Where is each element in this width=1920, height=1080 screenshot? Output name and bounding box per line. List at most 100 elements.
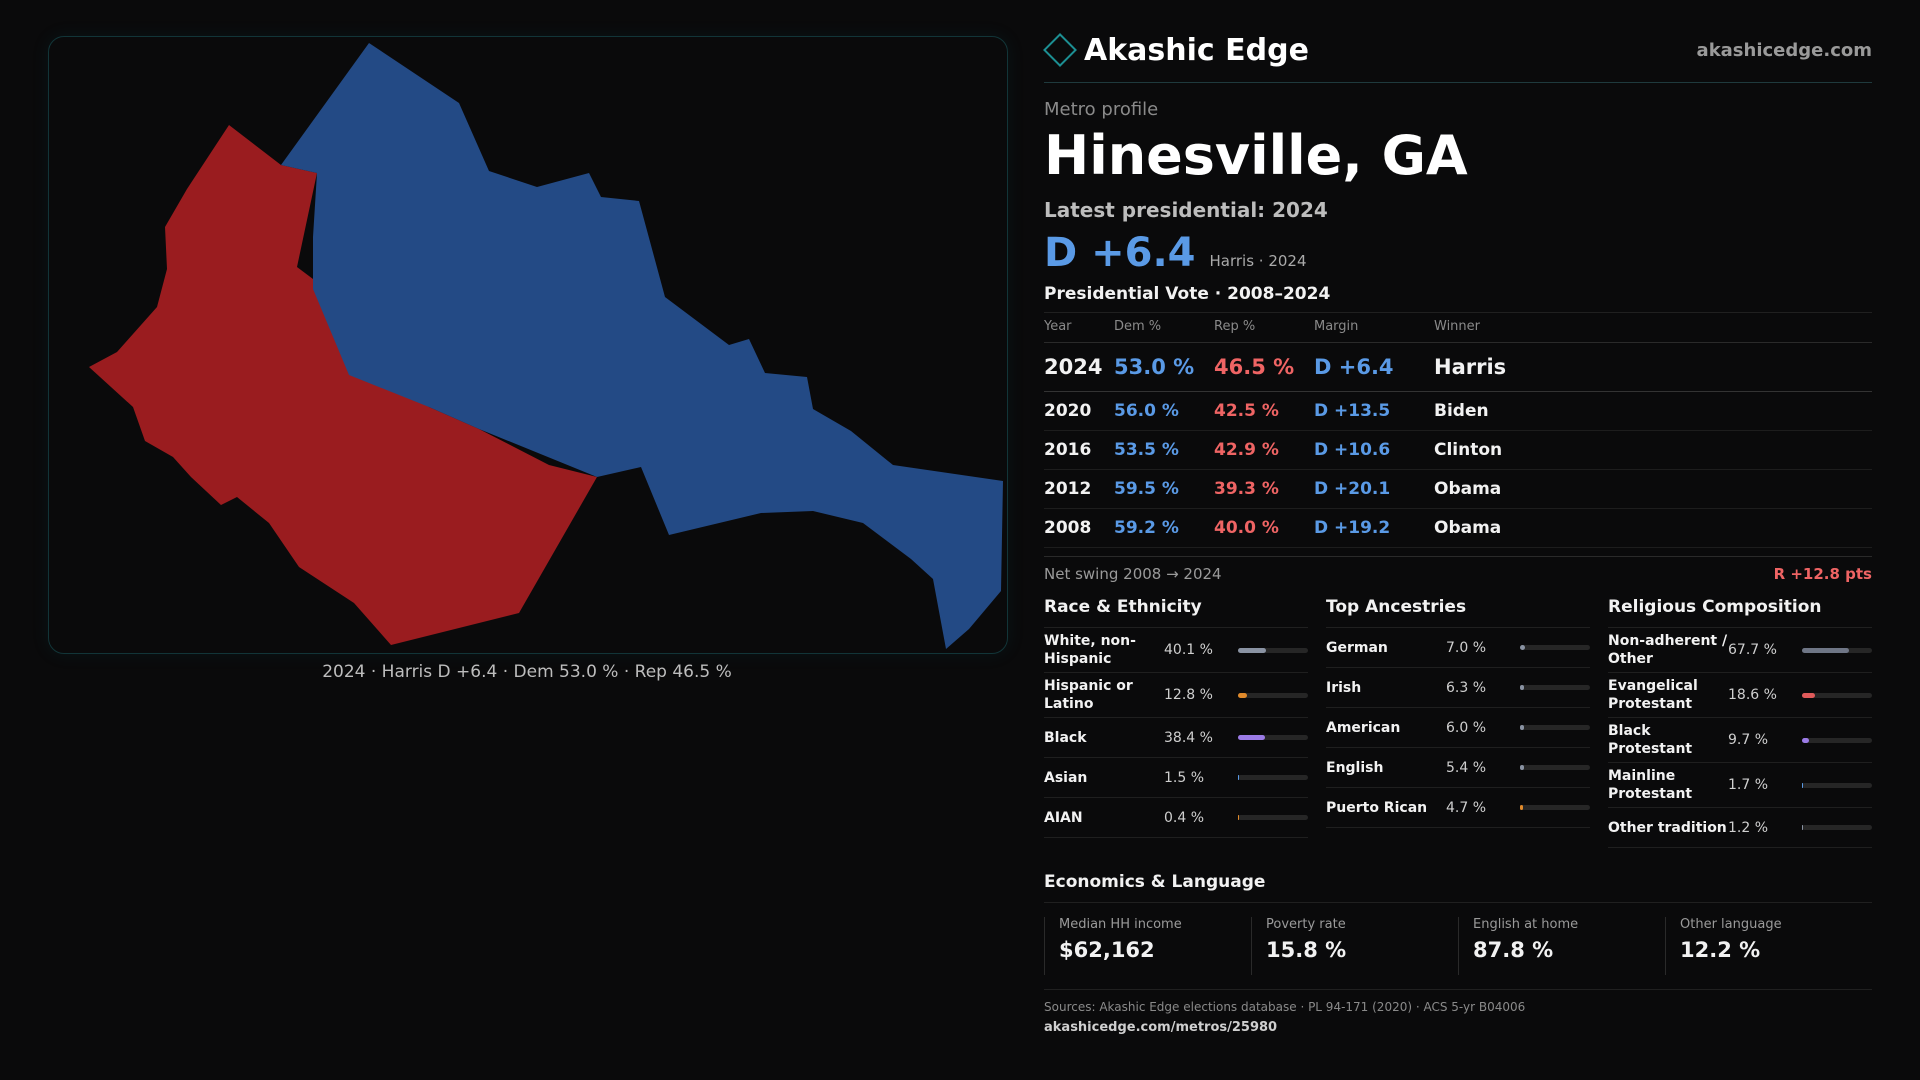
kicker: Metro profile bbox=[1044, 99, 1159, 120]
item-value: 7.0 % bbox=[1446, 639, 1487, 656]
diamond-logo-icon bbox=[1043, 33, 1077, 67]
item-label: English bbox=[1326, 759, 1384, 776]
table-header-row: Year Dem % Rep % Margin Winner bbox=[1044, 313, 1872, 343]
econ-value: 15.8 % bbox=[1266, 938, 1347, 962]
year-cell: 2016 bbox=[1044, 430, 1114, 470]
economics-grid: Median HH income $62,162 Poverty rate 15… bbox=[1044, 917, 1872, 975]
bar-fill bbox=[1238, 815, 1239, 820]
dem-cell: 56.0 % bbox=[1114, 391, 1214, 431]
item-label: Asian bbox=[1044, 769, 1088, 786]
item-label: Mainline Protestant bbox=[1608, 768, 1693, 802]
bar-fill bbox=[1520, 765, 1524, 770]
religion-list: Non-adherent / Other 67.7 % Evangelical Pr… bbox=[1608, 628, 1872, 848]
item-value: 1.5 % bbox=[1164, 769, 1205, 786]
margin-cell: D +13.5 bbox=[1314, 391, 1434, 431]
item-label: Black bbox=[1044, 729, 1087, 746]
bar-track bbox=[1520, 805, 1590, 810]
page-title: Hinesville, GA bbox=[1044, 124, 1468, 187]
table-row[interactable]: 2016 53.5 % 42.9 % D +10.6 Clinton bbox=[1044, 430, 1872, 470]
item-value: 6.0 % bbox=[1446, 719, 1487, 736]
item-label: White, non-Hispanic bbox=[1044, 633, 1136, 667]
winner-cell: Obama bbox=[1434, 469, 1872, 509]
item-label: American bbox=[1326, 719, 1401, 736]
rep-cell: 39.3 % bbox=[1214, 469, 1314, 509]
dem-cell: 59.2 % bbox=[1114, 508, 1214, 548]
county-rep[interactable] bbox=[89, 125, 597, 645]
econ-label: Median HH income bbox=[1059, 917, 1182, 932]
item-label: AIAN bbox=[1044, 809, 1083, 826]
site-link[interactable]: akashicedge.com bbox=[1696, 39, 1872, 61]
brand[interactable]: Akashic Edge bbox=[1043, 32, 1309, 68]
sources-note: Sources: Akashic Edge elections database… bbox=[1044, 989, 1872, 1014]
profile-panel: Akashic Edge akashicedge.com Metro profi… bbox=[1043, 28, 1872, 1035]
list-item: Other tradition 1.2 % bbox=[1608, 808, 1872, 848]
list-item: Black Protestant 9.7 % bbox=[1608, 718, 1872, 763]
swing-label: Net swing 2008 → 2024 bbox=[1044, 565, 1222, 583]
ancestry-title: Top Ancestries bbox=[1326, 597, 1590, 628]
col-dem: Dem % bbox=[1114, 313, 1214, 343]
bar-fill bbox=[1802, 692, 1816, 698]
county-dem[interactable] bbox=[281, 43, 1003, 649]
header: Akashic Edge akashicedge.com bbox=[1043, 28, 1872, 83]
year-cell: 2024 bbox=[1044, 342, 1114, 392]
item-label: Irish bbox=[1326, 679, 1362, 696]
winner-cell: Biden bbox=[1434, 391, 1872, 431]
religion-title: Religious Composition bbox=[1608, 597, 1872, 628]
bar-fill bbox=[1802, 825, 1803, 830]
econ-value: 12.2 % bbox=[1680, 938, 1761, 962]
item-label: Puerto Rican bbox=[1326, 799, 1428, 816]
bar-track bbox=[1802, 825, 1872, 830]
bar-fill bbox=[1520, 725, 1525, 730]
bar-fill bbox=[1238, 735, 1265, 740]
col-winner: Winner bbox=[1434, 313, 1872, 343]
item-label: Evangelical Protestant bbox=[1608, 678, 1698, 712]
net-swing: Net swing 2008 → 2024 R +12.8 pts bbox=[1044, 556, 1872, 583]
table-row[interactable]: 2024 53.0 % 46.5 % D +6.4 Harris bbox=[1044, 342, 1872, 392]
item-label: Non-adherent / Other bbox=[1608, 633, 1728, 667]
margin-cell: D +6.4 bbox=[1314, 342, 1434, 392]
bar-track bbox=[1520, 685, 1590, 690]
item-label: Hispanic or Latino bbox=[1044, 678, 1133, 712]
map-caption: 2024 · Harris D +6.4 · Dem 53.0 % · Rep … bbox=[322, 662, 732, 682]
margin-value: D +6.4 bbox=[1044, 230, 1196, 276]
table-row[interactable]: 2020 56.0 % 42.5 % D +13.5 Biden bbox=[1044, 391, 1872, 431]
item-value: 1.2 % bbox=[1728, 819, 1769, 836]
bar-fill bbox=[1802, 782, 1804, 788]
table-row[interactable]: 2008 59.2 % 40.0 % D +19.2 Obama bbox=[1044, 508, 1872, 548]
vote-table-title: Presidential Vote · 2008–2024 bbox=[1044, 284, 1872, 313]
list-item: Asian 1.5 % bbox=[1044, 758, 1308, 798]
swing-value: R +12.8 pts bbox=[1773, 565, 1872, 583]
county-map-svg bbox=[89, 43, 1003, 649]
bar-fill bbox=[1520, 685, 1525, 690]
bar-track bbox=[1238, 692, 1308, 698]
list-item: American 6.0 % bbox=[1326, 708, 1590, 748]
religion-column: Religious Composition Non-adherent / Oth… bbox=[1608, 597, 1872, 848]
rep-cell: 42.5 % bbox=[1214, 391, 1314, 431]
item-value: 9.7 % bbox=[1728, 732, 1769, 748]
list-item: AIAN 0.4 % bbox=[1044, 798, 1308, 838]
econ-label: Other language bbox=[1680, 917, 1782, 932]
list-item: English 5.4 % bbox=[1326, 748, 1590, 788]
bar-fill bbox=[1238, 775, 1240, 780]
brand-name: Akashic Edge bbox=[1084, 32, 1309, 68]
item-value: 40.1 % bbox=[1164, 642, 1213, 658]
col-year: Year bbox=[1044, 313, 1114, 343]
list-item: Evangelical Protestant 18.6 % bbox=[1608, 673, 1872, 718]
econ-value: 87.8 % bbox=[1473, 938, 1554, 962]
bar-fill bbox=[1238, 647, 1267, 653]
bar-track bbox=[1238, 775, 1308, 780]
margin-row: D +6.4 Harris · 2024 bbox=[1044, 230, 1872, 276]
item-label: Black Protestant bbox=[1608, 723, 1693, 757]
source-link[interactable]: akashicedge.com/metros/25980 bbox=[1044, 1020, 1278, 1035]
item-value: 38.4 % bbox=[1164, 729, 1213, 746]
item-value: 12.8 % bbox=[1164, 687, 1213, 703]
list-item: Black 38.4 % bbox=[1044, 718, 1308, 758]
bar-fill bbox=[1520, 805, 1524, 810]
dem-cell: 53.5 % bbox=[1114, 430, 1214, 470]
table-row[interactable]: 2012 59.5 % 39.3 % D +20.1 Obama bbox=[1044, 469, 1872, 509]
margin-cell: D +19.2 bbox=[1314, 508, 1434, 548]
econ-stat: Median HH income $62,162 bbox=[1044, 917, 1251, 975]
county-map[interactable] bbox=[48, 36, 1008, 654]
col-rep: Rep % bbox=[1214, 313, 1314, 343]
winner-cell: Clinton bbox=[1434, 430, 1872, 470]
